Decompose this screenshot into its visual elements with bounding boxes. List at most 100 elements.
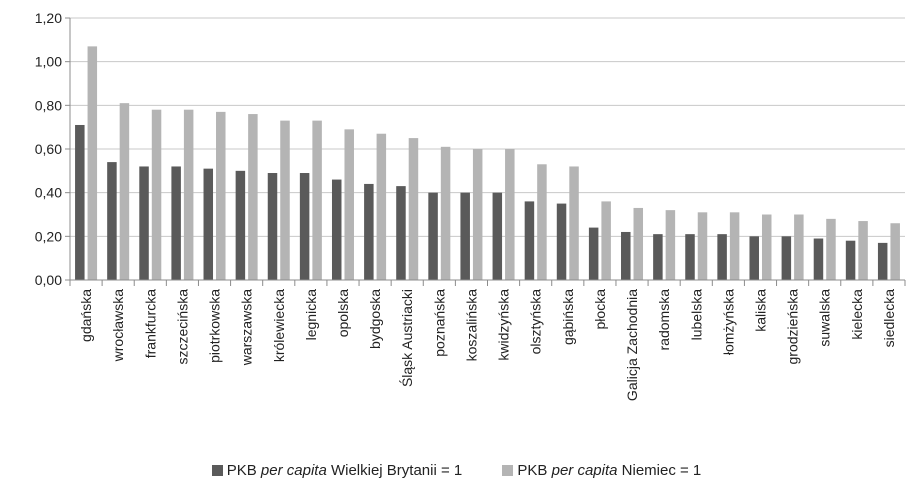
bar-series-2	[151, 109, 162, 280]
legend: PKB per capita Wielkiej Brytanii = 1 PKB…	[0, 462, 913, 479]
bar-series-2	[858, 221, 868, 280]
legend-swatch-series-1	[211, 465, 223, 476]
x-category-label: gąbińska	[560, 289, 576, 345]
x-category-label: grodzieńska	[785, 289, 801, 365]
bar-series-2	[280, 120, 290, 280]
bar-series-2	[87, 46, 98, 281]
bar-series-2	[216, 111, 226, 280]
x-category-label: piotrkowska	[207, 289, 223, 363]
x-category-label: bydgoska	[367, 289, 383, 349]
x-category-label: gdańska	[78, 289, 94, 342]
legend-label-series-1-italic: per capita	[260, 462, 327, 479]
x-axis-category-labels: gdańska wrocławska frankfurcka szczecińska p…	[78, 289, 897, 401]
legend-label-series-2-italic: per capita	[551, 462, 618, 479]
legend-item-series-1: PKB per capita Wielkiej Brytanii = 1	[211, 462, 463, 479]
bar-series-1	[877, 242, 888, 280]
legend-label-series-1-prefix: PKB	[226, 462, 261, 479]
bar-series-1	[492, 192, 503, 280]
y-axis-tick-labels: 0,00 0,20 0,40 0,60 0,80 1,00 1,20	[35, 10, 62, 288]
bar-series-1	[749, 236, 759, 280]
bar-series-1	[685, 234, 695, 280]
x-category-label: płocka	[592, 289, 608, 330]
bar-series-2	[472, 149, 483, 280]
x-category-label: Śląsk Austriacki	[398, 289, 415, 387]
y-tick-label: 1,20	[35, 10, 62, 26]
legend-label-series-1-suffix: Wielkiej Brytanii = 1	[326, 462, 463, 479]
bar-series-2	[376, 133, 387, 280]
bar-series-1	[621, 231, 631, 280]
x-category-label: kwidzyńska	[496, 289, 512, 361]
bar-series-1	[203, 168, 214, 280]
bar-series-2	[119, 103, 130, 281]
bar-series-2	[505, 149, 515, 280]
x-category-label: kielecka	[849, 289, 865, 340]
x-category-label: wrocławska	[110, 289, 126, 363]
y-tick-label: 1,00	[35, 54, 62, 70]
y-tick-label: 0,40	[35, 185, 62, 201]
bar-series-1	[75, 124, 85, 280]
legend-label-series-2-suffix: Niemiec = 1	[617, 462, 702, 479]
bar-series-1	[364, 183, 374, 280]
bar-series-2	[537, 164, 547, 280]
bar-series-1	[171, 166, 181, 280]
legend-label-series-2-prefix: PKB	[517, 462, 552, 479]
bar-series-2	[248, 114, 258, 280]
bar-series-2	[569, 166, 579, 280]
bar-series-2	[794, 214, 804, 280]
bar-series-1	[107, 162, 117, 280]
bar-series-1	[267, 173, 278, 280]
axes	[65, 17, 906, 286]
x-category-label: suwalska	[817, 289, 833, 347]
legend-swatch-series-2	[502, 465, 514, 476]
bar-series-1	[653, 234, 663, 280]
bar-series-2	[729, 212, 740, 280]
bar-series-1	[717, 234, 727, 280]
x-category-label: lubelska	[688, 289, 704, 341]
x-category-label: olsztyńska	[528, 289, 544, 355]
bar-series-2	[344, 129, 354, 280]
bar-series-2	[890, 223, 900, 280]
bar-series-2	[697, 212, 708, 280]
x-category-label: koszalińska	[463, 289, 479, 362]
x-category-label: frankfurcka	[142, 289, 158, 358]
x-category-label: legnicka	[303, 289, 319, 341]
bar-series-2	[601, 201, 611, 280]
bar-series-1	[845, 240, 856, 280]
bar-series-1	[428, 192, 438, 280]
y-tick-label: 0,20	[35, 228, 62, 244]
x-category-label: radomska	[656, 289, 672, 351]
bar-series-1	[139, 166, 149, 280]
bar-series-1	[460, 192, 470, 280]
bar-series-1	[813, 238, 824, 280]
y-tick-label: 0,80	[35, 97, 62, 113]
bars	[75, 46, 900, 281]
bar-series-2	[761, 214, 772, 280]
bar-series-2	[183, 109, 194, 280]
bar-series-1	[524, 201, 535, 280]
bar-series-1	[781, 236, 792, 280]
y-tick-label: 0,60	[35, 141, 62, 157]
bar-series-2	[312, 120, 322, 280]
bar-series-2	[440, 146, 451, 280]
x-category-label: Galicja Zachodnia	[624, 289, 640, 401]
bar-series-1	[235, 170, 246, 280]
bar-series-1	[299, 173, 310, 280]
bar-series-1	[588, 227, 599, 280]
x-category-label: siedlecka	[881, 289, 897, 348]
bar-series-1	[396, 186, 406, 280]
y-tick-label: 0,00	[35, 272, 62, 288]
x-category-label: warszawska	[239, 289, 255, 366]
bar-series-1	[331, 179, 342, 280]
legend-item-series-2: PKB per capita Niemiec = 1	[502, 462, 701, 479]
x-category-label: opolska	[335, 289, 351, 337]
x-category-label: szczecińska	[174, 289, 190, 365]
bar-series-2	[633, 207, 644, 280]
bar-series-2	[665, 210, 676, 280]
x-category-label: poznańska	[431, 289, 447, 357]
bar-series-2	[408, 138, 419, 280]
x-category-label: królewiecka	[271, 289, 287, 362]
gridlines	[70, 17, 905, 237]
x-category-label: kaliska	[752, 289, 768, 332]
x-category-label: łomżyńska	[720, 289, 736, 355]
